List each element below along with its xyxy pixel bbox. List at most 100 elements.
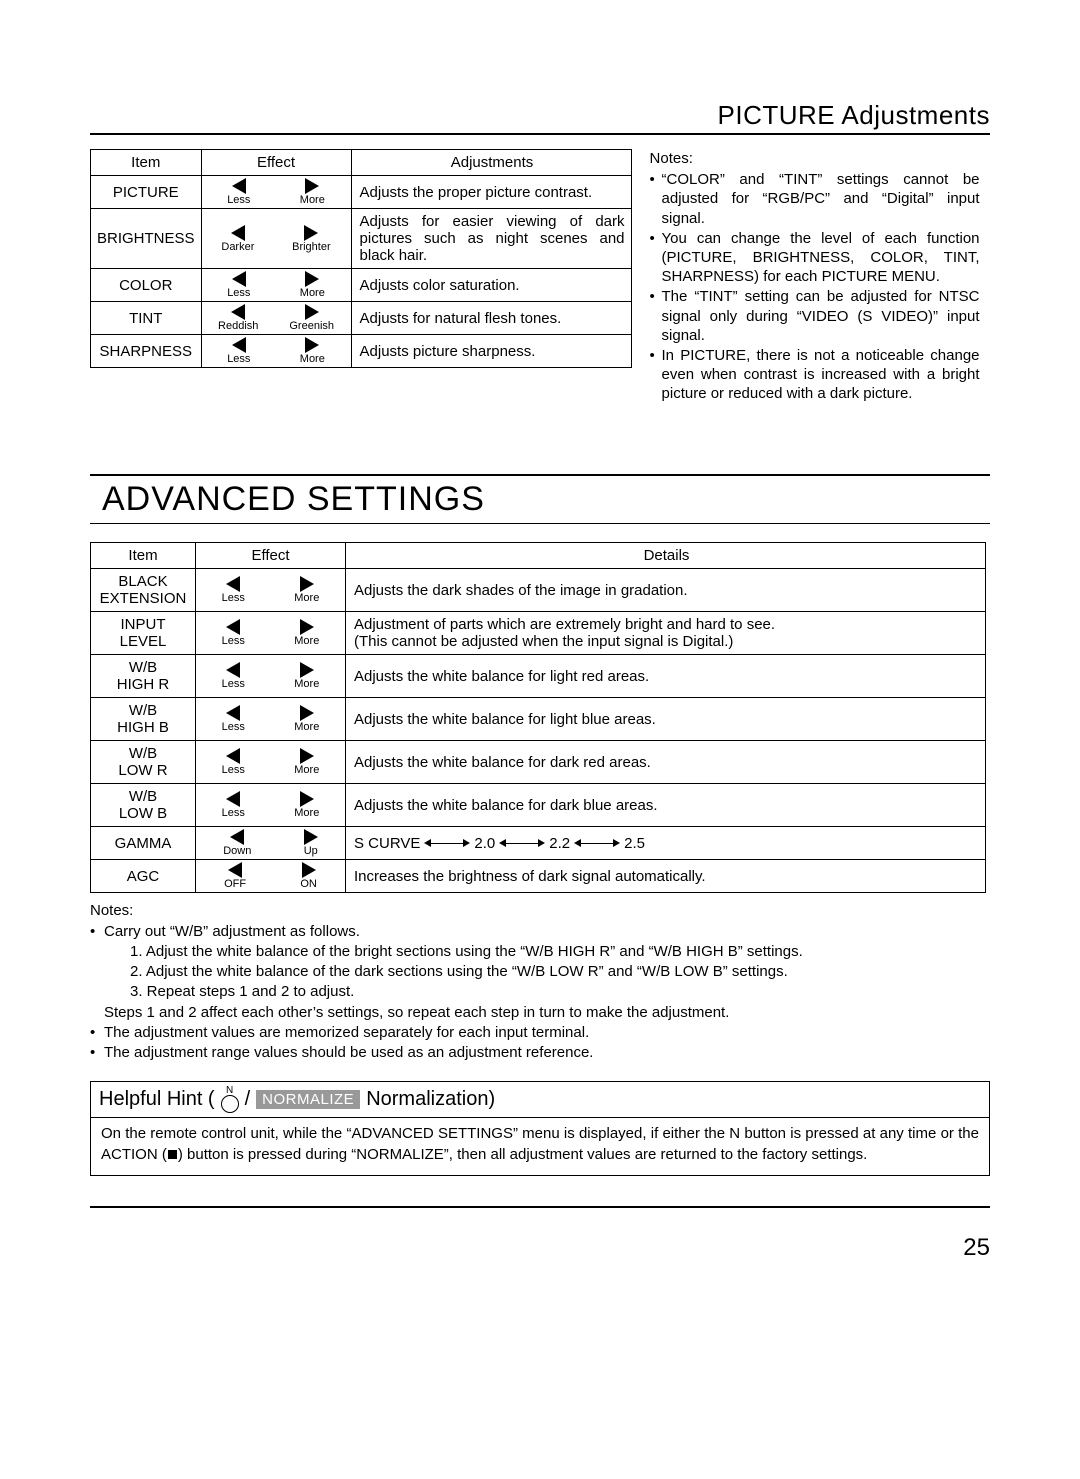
notes-bottom: Notes: Carry out “W/B” adjustment as fol… (90, 901, 990, 1063)
effect-cell: Darker Brighter (201, 209, 351, 269)
arrow-right-icon: Up (304, 829, 318, 857)
desc-cell: Adjusts picture sharpness. (351, 335, 631, 368)
effect-cell: Less More (201, 269, 351, 302)
table-row: SHARPNESS Less More Adjusts picture shar… (91, 335, 632, 368)
note-item: The “TINT” setting can be adjusted for N… (650, 287, 980, 345)
desc-cell: Adjusts for easier viewing of dark pictu… (351, 209, 631, 269)
details-cell: Adjustment of parts which are extremely … (346, 612, 986, 655)
notes-steps-after: Steps 1 and 2 affect each other’s settin… (104, 1004, 729, 1021)
arrow-left-icon: Less (222, 662, 245, 690)
effect-cell: Down Up (196, 827, 346, 860)
details-cell: Adjusts the white balance for light blue… (346, 698, 986, 741)
arrow-right-icon: ON (300, 862, 317, 890)
arrow-right-icon: Brighter (292, 225, 331, 253)
table-row: AGC OFF ON Increases the brightness of d… (91, 860, 986, 893)
effect-cell: Less More (196, 698, 346, 741)
advanced-settings-table: Item Effect Details BLACKEXTENSION Less … (90, 542, 986, 893)
helpful-hint-box: Helpful Hint ( N / NORMALIZE Normalizati… (90, 1081, 990, 1176)
effect-cell: Reddish Greenish (201, 302, 351, 335)
effect-cell: Less More (196, 741, 346, 784)
n-button-icon: N (221, 1086, 239, 1113)
table-row: BLACKEXTENSION Less More Adjusts the dar… (91, 569, 986, 612)
table-row: W/BHIGH B Less More Adjusts the white ba… (91, 698, 986, 741)
table-row: TINT Reddish Greenish Adjusts for natura… (91, 302, 632, 335)
th-item: Item (91, 543, 196, 569)
step-line: 3. Repeat steps 1 and 2 to adjust. (130, 982, 990, 1002)
step-line: 2. Adjust the white balance of the dark … (130, 962, 990, 982)
effect-cell: Less More (201, 335, 351, 368)
table-row: PICTURE Less More Adjusts the proper pic… (91, 176, 632, 209)
arrow-left-icon: Less (222, 791, 245, 819)
effect-cell: Less More (196, 784, 346, 827)
arrow-left-icon: Less (222, 576, 245, 604)
desc-cell: Adjusts color saturation. (351, 269, 631, 302)
table-row: GAMMA Down Up S CURVE 2.0 2.2 2.5 (91, 827, 986, 860)
table-row: W/BHIGH R Less More Adjusts the white ba… (91, 655, 986, 698)
note-item: The adjustment range values should be us… (90, 1043, 990, 1063)
arrow-right-icon: More (294, 662, 319, 690)
hint-body: On the remote control unit, while the “A… (91, 1118, 989, 1175)
arrow-left-icon: Down (223, 829, 251, 857)
th-item: Item (91, 150, 202, 176)
details-cell: S CURVE 2.0 2.2 2.5 (346, 827, 986, 860)
notes-title: Notes: (650, 149, 980, 168)
table-row: BRIGHTNESS Darker Brighter Adjusts for e… (91, 209, 632, 269)
arrow-right-icon: More (294, 619, 319, 647)
arrow-right-icon: More (294, 576, 319, 604)
details-cell: Adjusts the white balance for light red … (346, 655, 986, 698)
item-cell: GAMMA (91, 827, 196, 860)
arrow-left-icon: Less (222, 619, 245, 647)
details-cell: Adjusts the white balance for dark red a… (346, 741, 986, 784)
arrow-left-icon: Less (227, 337, 250, 365)
item-cell: BLACKEXTENSION (91, 569, 196, 612)
arrow-left-icon: Less (227, 178, 250, 206)
picture-adjustments-table: Item Effect Adjustments PICTURE Less Mor… (90, 149, 632, 368)
arrow-left-icon: Less (222, 705, 245, 733)
details-cell: Adjusts the dark shades of the image in … (346, 569, 986, 612)
arrow-right-icon: Greenish (289, 304, 334, 332)
item-cell: W/BHIGH R (91, 655, 196, 698)
desc-cell: Adjusts for natural flesh tones. (351, 302, 631, 335)
hint-slash: / (245, 1088, 251, 1111)
step-line: 1. Adjust the white balance of the brigh… (130, 942, 990, 962)
desc-cell: Adjusts the proper picture contrast. (351, 176, 631, 209)
effect-cell: OFF ON (196, 860, 346, 893)
effect-cell: Less More (196, 612, 346, 655)
notes-top: Notes: “COLOR” and “TINT” settings canno… (650, 149, 980, 404)
hint-prefix: Helpful Hint ( (99, 1088, 215, 1111)
notes-title: Notes: (90, 901, 990, 921)
arrow-left-icon: Less (222, 748, 245, 776)
arrow-right-icon: More (294, 705, 319, 733)
table-row: COLOR Less More Adjusts color saturation… (91, 269, 632, 302)
arrow-right-icon: More (300, 271, 325, 299)
normalize-chip: NORMALIZE (256, 1090, 360, 1109)
item-cell: INPUTLEVEL (91, 612, 196, 655)
notes-lead: Carry out “W/B” adjustment as follows. (104, 923, 360, 940)
th-effect: Effect (196, 543, 346, 569)
effect-cell: Less More (201, 176, 351, 209)
arrow-left-icon: Less (227, 271, 250, 299)
arrow-right-icon: More (294, 748, 319, 776)
arrow-right-icon: More (300, 337, 325, 365)
item-cell: W/BHIGH B (91, 698, 196, 741)
arrow-left-icon: OFF (224, 862, 246, 890)
details-cell: Adjusts the white balance for dark blue … (346, 784, 986, 827)
note-item: “COLOR” and “TINT” settings cannot be ad… (650, 170, 980, 228)
hint-suffix: Normalization) (366, 1088, 495, 1111)
item-cell: SHARPNESS (91, 335, 202, 368)
item-cell: PICTURE (91, 176, 202, 209)
item-cell: COLOR (91, 269, 202, 302)
item-cell: W/BLOW B (91, 784, 196, 827)
note-item: The adjustment values are memorized sepa… (90, 1023, 990, 1043)
th-details: Details (346, 543, 986, 569)
page-number: 25 (90, 1234, 990, 1262)
item-cell: BRIGHTNESS (91, 209, 202, 269)
action-button-icon (168, 1150, 177, 1159)
effect-cell: Less More (196, 569, 346, 612)
arrow-right-icon: More (300, 178, 325, 206)
arrow-left-icon: Reddish (218, 304, 258, 332)
arrow-right-icon: More (294, 791, 319, 819)
effect-cell: Less More (196, 655, 346, 698)
arrow-left-icon: Darker (221, 225, 254, 253)
note-item: In PICTURE, there is not a noticeable ch… (650, 346, 980, 404)
